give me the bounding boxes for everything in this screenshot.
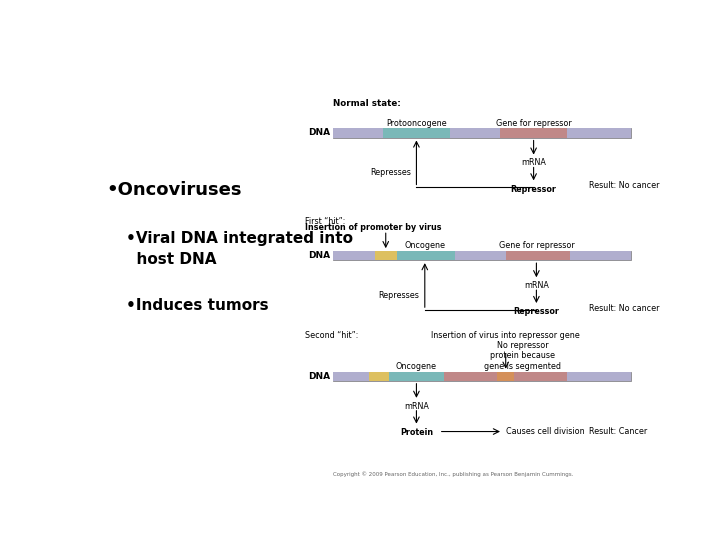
Bar bbox=[567, 372, 631, 381]
Bar bbox=[456, 251, 505, 260]
Text: Oncogene: Oncogene bbox=[405, 241, 445, 250]
Bar bbox=[333, 372, 369, 381]
Text: Oncogene: Oncogene bbox=[396, 362, 437, 371]
Bar bbox=[444, 372, 498, 381]
Text: Gene for repressor: Gene for repressor bbox=[496, 119, 572, 127]
Text: Insertion of virus into repressor gene: Insertion of virus into repressor gene bbox=[431, 332, 580, 341]
Text: Protein: Protein bbox=[400, 428, 433, 437]
Text: mRNA: mRNA bbox=[404, 402, 429, 410]
Bar bbox=[505, 251, 570, 260]
Text: mRNA: mRNA bbox=[524, 281, 549, 290]
Text: Normal state:: Normal state: bbox=[333, 99, 400, 107]
Bar bbox=[333, 129, 383, 138]
Text: Repressor: Repressor bbox=[510, 185, 557, 193]
Text: No repressor
protein because
gene is segmented: No repressor protein because gene is seg… bbox=[484, 341, 561, 371]
Text: Result: No cancer: Result: No cancer bbox=[590, 181, 660, 190]
Text: First “hit”:: First “hit”: bbox=[305, 217, 345, 226]
Text: Result: No cancer: Result: No cancer bbox=[590, 303, 660, 313]
Text: Represses: Represses bbox=[378, 291, 419, 300]
Bar bbox=[333, 251, 374, 260]
Bar bbox=[369, 372, 389, 381]
Text: •Oncoviruses: •Oncoviruses bbox=[107, 181, 242, 199]
Bar bbox=[500, 129, 567, 138]
Text: Represses: Represses bbox=[370, 168, 411, 178]
Bar bbox=[567, 129, 631, 138]
Text: Second “hit”:: Second “hit”: bbox=[305, 332, 359, 341]
Text: Causes cell division: Causes cell division bbox=[505, 427, 585, 436]
Text: DNA: DNA bbox=[308, 372, 330, 381]
Bar bbox=[450, 129, 500, 138]
Bar bbox=[389, 372, 444, 381]
Bar bbox=[383, 129, 450, 138]
Bar bbox=[570, 251, 631, 260]
Text: Gene for repressor: Gene for repressor bbox=[498, 241, 575, 250]
Text: •Viral DNA integrated into
  host DNA: •Viral DNA integrated into host DNA bbox=[126, 231, 354, 267]
Bar bbox=[374, 251, 397, 260]
Bar bbox=[498, 372, 514, 381]
Text: Protooncogene: Protooncogene bbox=[386, 119, 446, 127]
Bar bbox=[397, 251, 456, 260]
Bar bbox=[514, 372, 567, 381]
Text: Copyright © 2009 Pearson Education, Inc., publishing as Pearson Benjamin Cumming: Copyright © 2009 Pearson Education, Inc.… bbox=[333, 471, 573, 477]
Text: DNA: DNA bbox=[308, 251, 330, 260]
Text: Result: Cancer: Result: Cancer bbox=[590, 427, 648, 436]
Text: Insertion of promoter by virus: Insertion of promoter by virus bbox=[305, 224, 441, 232]
Text: •Induces tumors: •Induces tumors bbox=[126, 298, 269, 313]
Bar bbox=[333, 251, 631, 260]
Text: DNA: DNA bbox=[308, 129, 330, 138]
Text: Repressor: Repressor bbox=[513, 307, 559, 316]
Bar bbox=[333, 372, 631, 381]
Text: mRNA: mRNA bbox=[521, 158, 546, 167]
Bar bbox=[333, 129, 631, 138]
